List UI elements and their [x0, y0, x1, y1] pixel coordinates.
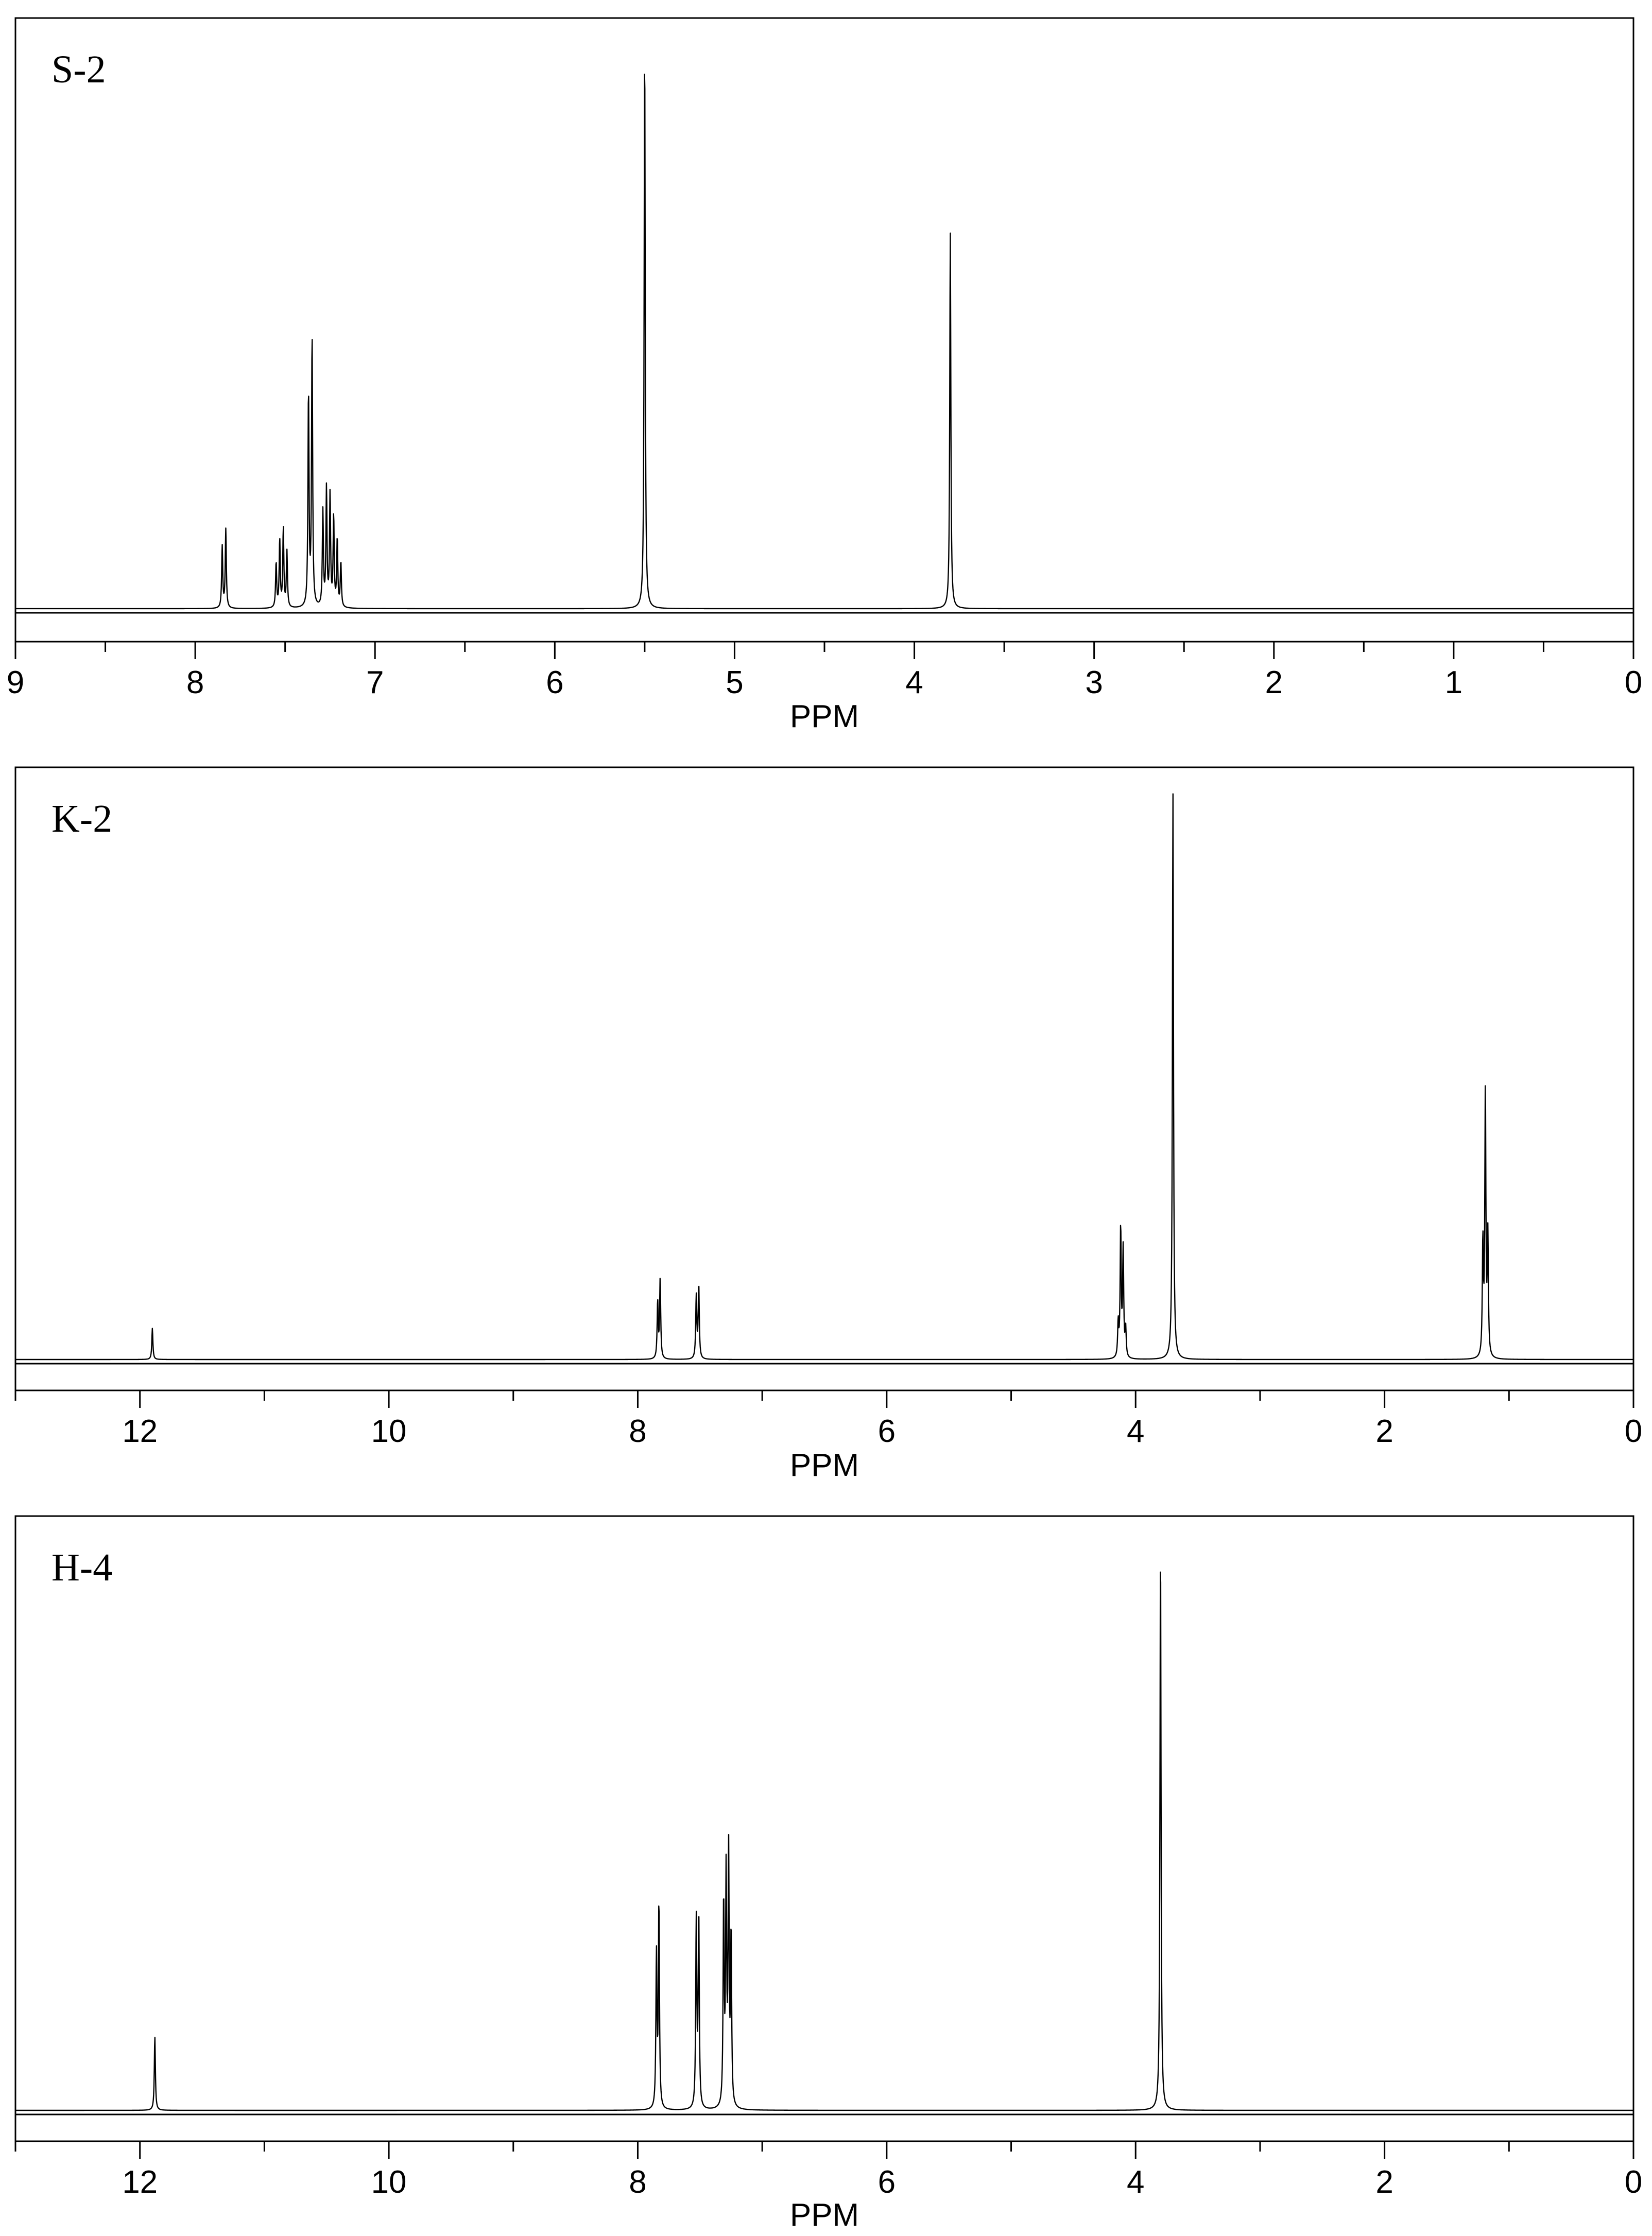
- x-tick-label: 12: [122, 2164, 158, 2200]
- x-tick-label: 4: [905, 665, 923, 700]
- x-tick-label: 10: [371, 1414, 407, 1449]
- spectrum-panel-s-2: S-2 9 8 7 6 5 4 3 2 1 0 PPM: [7, 17, 1642, 734]
- x-tick-label: 0: [1625, 1414, 1642, 1449]
- panel-label: S-2: [51, 48, 106, 91]
- spectrum-panel-k-2: K-2 12 10 8 6 4 2 0 PPM: [14, 766, 1642, 1483]
- x-tick-label: 2: [1375, 2164, 1393, 2200]
- x-tick-label: 1: [1445, 665, 1462, 700]
- x-tick-label: 0: [1625, 2164, 1642, 2200]
- spectrum-trace: [15, 793, 1634, 1361]
- x-axis-label: PPM: [790, 1448, 859, 1483]
- x-tick-label: 0: [1625, 665, 1642, 700]
- x-tick-label: 2: [1265, 665, 1283, 700]
- x-tick-label: 12: [122, 1414, 158, 1449]
- x-axis-label: PPM: [790, 699, 859, 734]
- x-tick-label: 2: [1375, 1414, 1393, 1449]
- x-tick-label: 5: [726, 665, 743, 700]
- panel-label: K-2: [51, 797, 112, 840]
- x-tick-label: 7: [366, 665, 384, 700]
- x-tick-label: 8: [186, 665, 204, 700]
- plot-frame: [14, 766, 1634, 1391]
- spectrum-trace: [15, 74, 1634, 610]
- x-tick-label: 6: [546, 665, 563, 700]
- spectrum-panel-h-4: H-4 12 10 8 6 4 2 0 PPM: [14, 1515, 1642, 2233]
- plot-frame: [14, 1515, 1634, 2142]
- x-tick-label: 4: [1127, 1414, 1144, 1449]
- spectrum-trace: [15, 1571, 1634, 2111]
- x-tick-label: 6: [878, 1414, 896, 1449]
- x-tick-label: 10: [371, 2164, 407, 2200]
- panel-label: H-4: [51, 1546, 112, 1589]
- x-tick-label: 8: [629, 1414, 646, 1449]
- x-tick-label: 8: [629, 2164, 646, 2200]
- x-axis-label: PPM: [790, 2197, 859, 2233]
- x-tick-label: 9: [7, 665, 24, 700]
- x-tick-label: 3: [1085, 665, 1103, 700]
- x-tick-label: 6: [878, 2164, 896, 2200]
- x-tick-label: 4: [1127, 2164, 1144, 2200]
- plot-frame: [14, 17, 1634, 643]
